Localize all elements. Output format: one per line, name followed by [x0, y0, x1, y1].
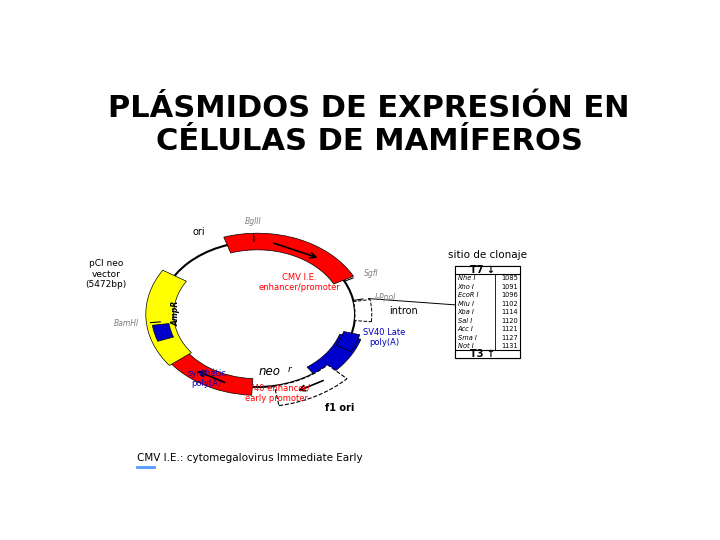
Text: Xba I: Xba I	[458, 309, 474, 315]
Wedge shape	[159, 341, 253, 395]
Text: I-PpoI: I-PpoI	[374, 293, 396, 302]
Text: synthétic
poly(A): synthétic poly(A)	[187, 368, 226, 388]
Text: CMV I.E.
enhancer/promoter: CMV I.E. enhancer/promoter	[258, 273, 340, 292]
Text: Sma I: Sma I	[458, 335, 477, 341]
Text: neo: neo	[258, 364, 281, 377]
Text: EcoR I: EcoR I	[458, 292, 478, 298]
Text: Not I: Not I	[458, 343, 474, 349]
Bar	[456, 350, 520, 358]
Wedge shape	[146, 270, 192, 366]
Text: BamHI: BamHI	[114, 319, 139, 328]
Text: CMV I.E.: cytomegalovirus Immediate Early: CMV I.E.: cytomegalovirus Immediate Earl…	[138, 453, 363, 463]
Wedge shape	[336, 332, 360, 352]
Text: 1085: 1085	[501, 275, 518, 281]
Wedge shape	[224, 233, 354, 284]
Text: sitio de clonaje: sitio de clonaje	[448, 250, 527, 260]
Text: 1121: 1121	[501, 326, 518, 332]
Text: 1114: 1114	[501, 309, 518, 315]
Text: Nhe I: Nhe I	[458, 275, 475, 281]
Text: ori: ori	[192, 227, 205, 237]
Text: Sal I: Sal I	[458, 318, 472, 323]
Text: AmpR: AmpR	[172, 301, 181, 326]
Text: 1127: 1127	[501, 335, 518, 341]
Text: 1091: 1091	[501, 284, 518, 289]
Text: 1131: 1131	[502, 343, 518, 349]
Text: Acc I: Acc I	[458, 326, 474, 332]
Text: r: r	[288, 365, 292, 374]
Text: PLÁSMIDOS DE EXPRESIÓN EN: PLÁSMIDOS DE EXPRESIÓN EN	[108, 94, 630, 123]
Wedge shape	[153, 323, 174, 341]
Text: T3 ↑: T3 ↑	[470, 349, 495, 359]
Text: BglII: BglII	[245, 217, 261, 226]
Wedge shape	[354, 300, 372, 322]
Text: SV40 enhancer/
early promoter: SV40 enhancer/ early promoter	[243, 383, 310, 402]
Text: Mlu I: Mlu I	[458, 301, 474, 307]
Wedge shape	[274, 365, 347, 406]
Text: f1 ori: f1 ori	[325, 403, 354, 414]
Bar	[456, 266, 520, 358]
Text: CÉLULAS DE MAMÍFEROS: CÉLULAS DE MAMÍFEROS	[156, 127, 582, 156]
Text: intron: intron	[389, 306, 418, 316]
Text: pCI neo
vector
(5472bp): pCI neo vector (5472bp)	[86, 259, 127, 289]
Text: SgfI: SgfI	[364, 269, 378, 279]
Text: Xho I: Xho I	[458, 284, 474, 289]
Bar	[456, 266, 520, 274]
Text: 1096: 1096	[501, 292, 518, 298]
Text: SV40 Late
poly(A): SV40 Late poly(A)	[363, 328, 405, 347]
Wedge shape	[307, 334, 361, 381]
Text: 1120: 1120	[501, 318, 518, 323]
Text: T7 ↓: T7 ↓	[470, 265, 495, 275]
Text: 1102: 1102	[501, 301, 518, 307]
